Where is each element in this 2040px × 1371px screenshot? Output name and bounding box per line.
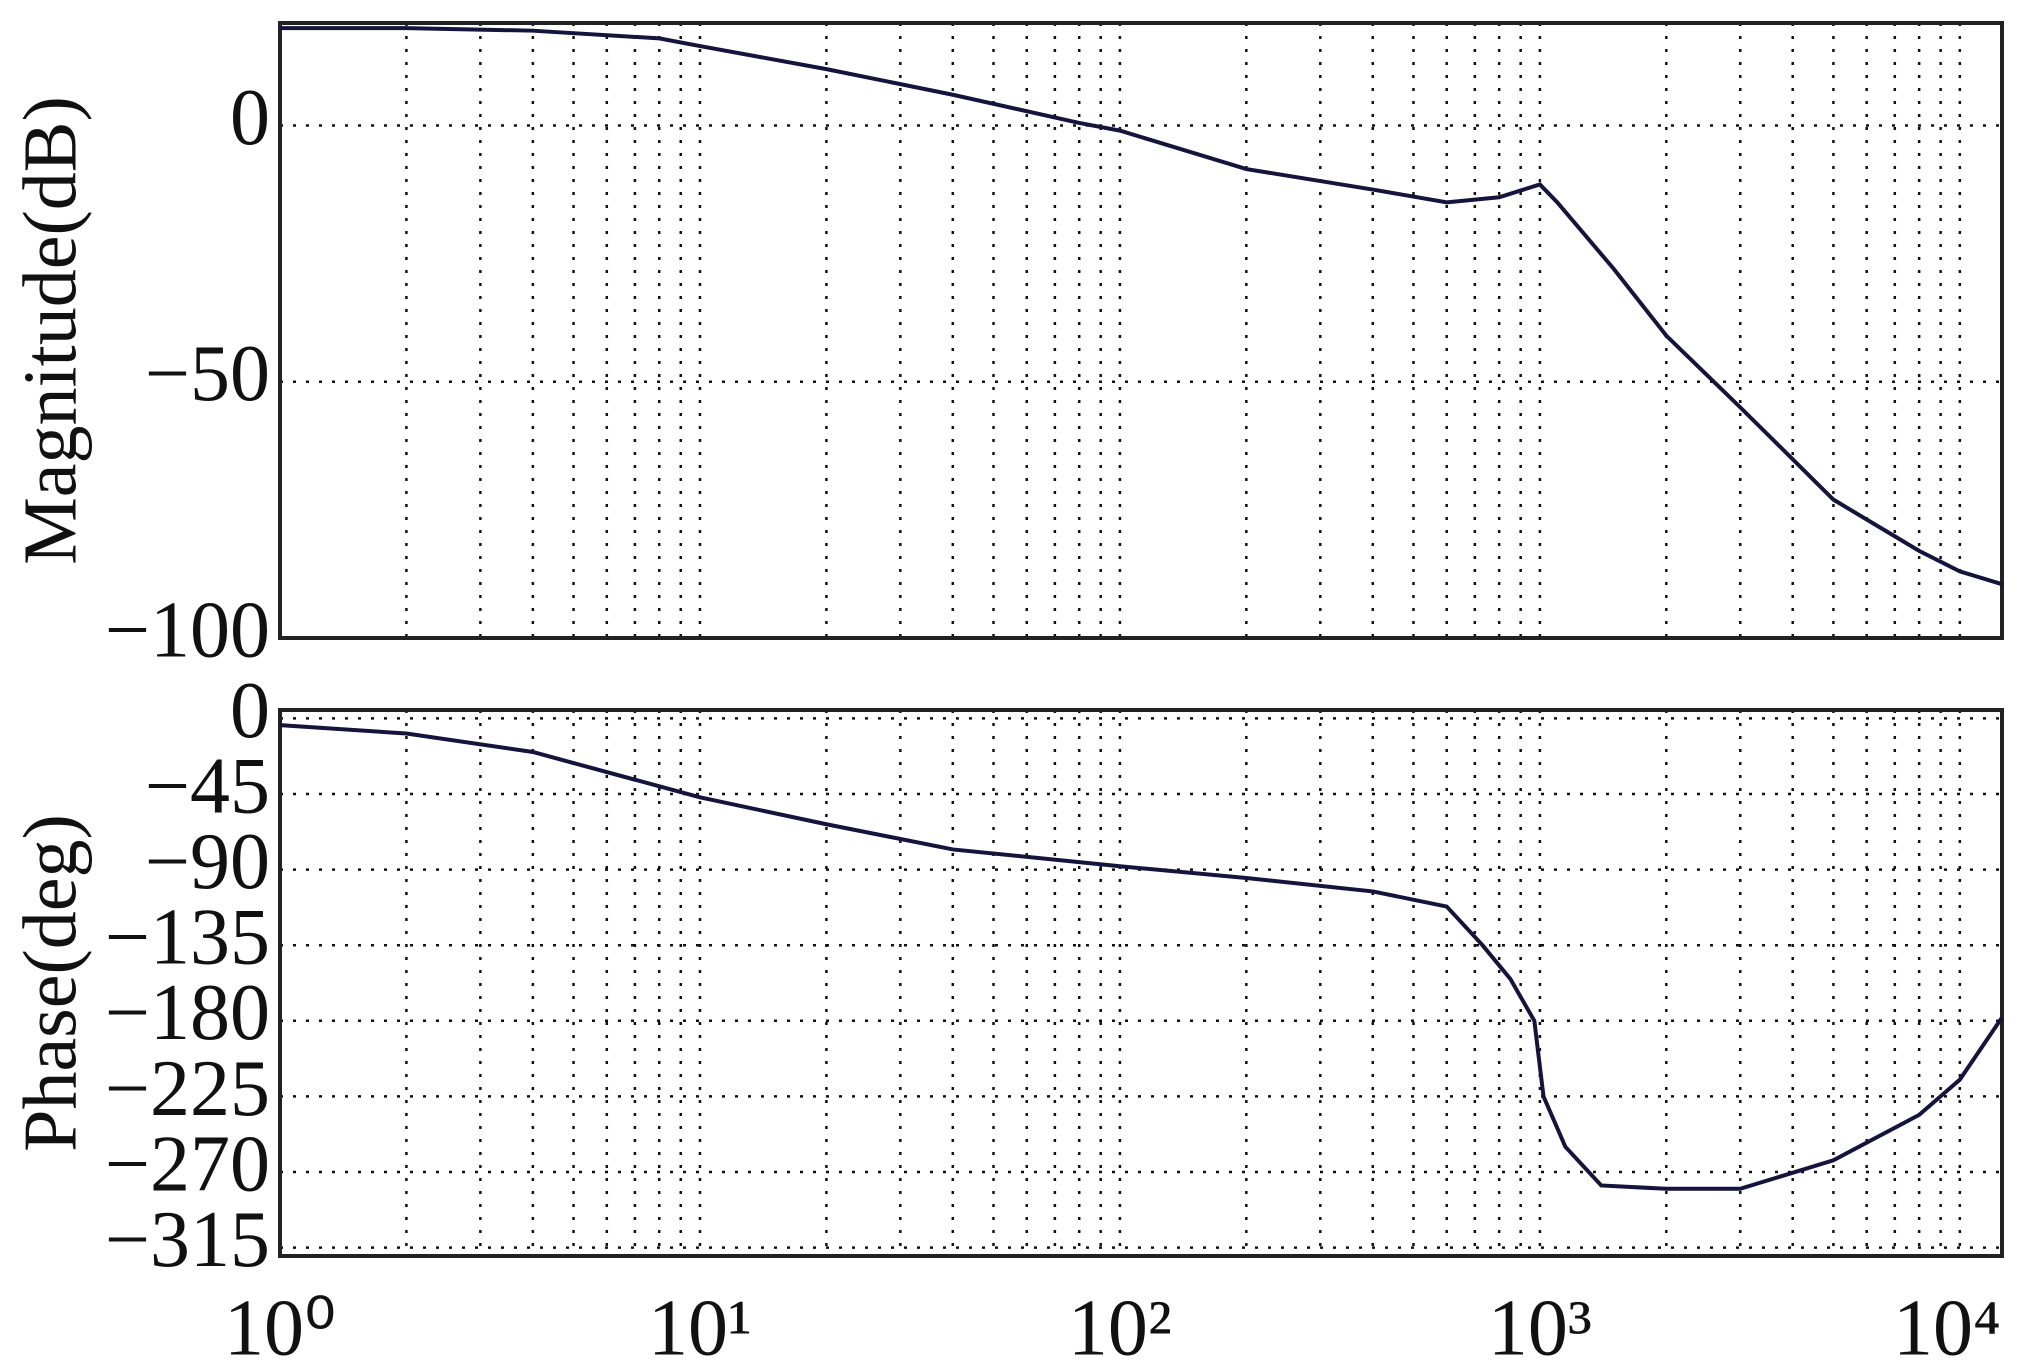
plot-frame [278, 708, 2004, 1258]
x-tick-label: 10² [1068, 1284, 1172, 1371]
x-tick-label: 10⁴ [1893, 1284, 2001, 1371]
plot-frame [278, 21, 2004, 640]
y-axis-label: Magnitude(dB) [8, 96, 92, 565]
y-tick-label: −135 [105, 894, 270, 982]
y-tick-label: −180 [105, 969, 270, 1057]
y-tick-label: −315 [105, 1196, 270, 1284]
x-tick-label: 10³ [1488, 1284, 1592, 1371]
y-tick-label: −225 [105, 1045, 270, 1133]
y-tick-label: 0 [230, 667, 270, 755]
y-tick-label: −45 [145, 742, 270, 830]
data-line [280, 26, 2003, 587]
x-tick-label: 10¹ [648, 1284, 752, 1371]
y-axis-label: Phase(deg) [8, 814, 92, 1152]
y-tick-label: −100 [105, 586, 270, 674]
data-line [279, 723, 2004, 1191]
y-tick-label: −90 [145, 818, 270, 906]
y-tick-label: −270 [105, 1120, 270, 1208]
y-tick-label: 0 [230, 74, 270, 162]
x-tick-label: 10⁰ [224, 1284, 336, 1371]
y-tick-label: −50 [145, 330, 270, 418]
